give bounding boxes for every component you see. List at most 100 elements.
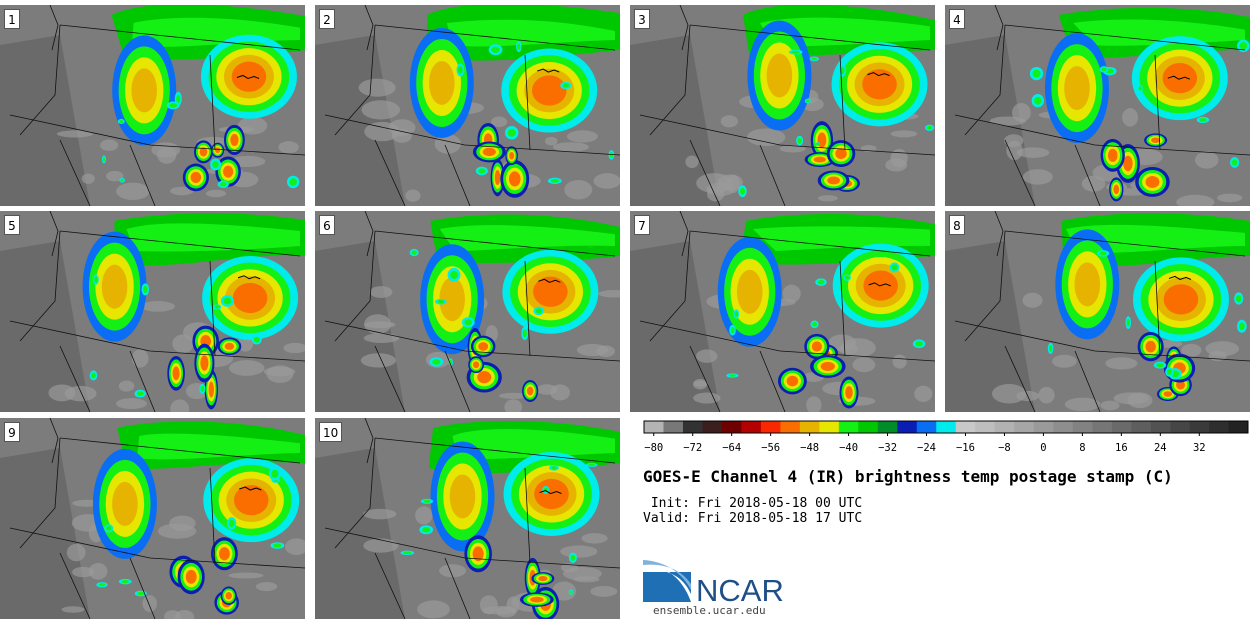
color-bin <box>858 421 879 433</box>
color-bin <box>897 421 918 433</box>
panel-number: 5 <box>4 215 20 235</box>
panel-number: 3 <box>634 9 650 29</box>
panel-number: 1 <box>4 9 20 29</box>
color-bin <box>955 421 976 433</box>
color-bin <box>877 421 898 433</box>
color-bin <box>975 421 996 433</box>
color-bin <box>1170 421 1190 433</box>
color-bin <box>799 421 820 433</box>
color-bin <box>1053 421 1073 433</box>
satellite-map <box>0 211 305 412</box>
satellite-map <box>315 418 620 619</box>
color-bin <box>721 421 742 433</box>
ncar-logo: NCAR <box>643 560 784 606</box>
satellite-map <box>945 5 1250 206</box>
panel-number: 2 <box>319 9 335 29</box>
map-panel-5: 5 <box>0 211 305 412</box>
color-bin <box>760 421 781 433</box>
init-time: Init: Fri 2018-05-18 00 UTC <box>643 496 863 511</box>
color-bin <box>1072 421 1093 433</box>
color-bar-legend: −80 −72 −64 −56 −48 −40 −32 −24 −16 −8 0 8 16 24 32 <box>643 420 1249 454</box>
tick-label: 32 <box>1193 442 1206 454</box>
tick-label: −64 <box>722 442 741 454</box>
satellite-map <box>0 418 305 619</box>
panel-number: 7 <box>634 215 650 235</box>
map-panel-10: 10 <box>315 418 620 619</box>
color-bin <box>1033 421 1054 433</box>
state-boundaries <box>324 230 620 412</box>
color-bin <box>1092 421 1112 433</box>
color-bin <box>1189 421 1210 433</box>
satellite-map <box>630 211 935 412</box>
color-bin <box>819 421 840 433</box>
map-panel-4: 4 <box>945 5 1250 206</box>
cloud-field <box>92 421 305 615</box>
tick-label: 8 <box>1079 442 1085 454</box>
color-bin <box>741 421 762 433</box>
color-bin <box>994 421 1015 433</box>
state-boundaries <box>9 24 305 206</box>
tick-label: 16 <box>1115 442 1128 454</box>
tick-label: −24 <box>917 442 936 454</box>
state-boundaries <box>954 24 1250 206</box>
satellite-map <box>630 5 935 206</box>
cloud-field <box>400 420 620 619</box>
website-url: ensemble.ucar.edu <box>653 604 766 617</box>
cloud-field <box>82 213 305 410</box>
color-bin <box>838 421 859 433</box>
state-boundaries <box>954 230 1250 412</box>
map-panel-6: 6 <box>315 211 620 412</box>
tick-label: −32 <box>878 442 897 454</box>
tick-label: −16 <box>956 442 975 454</box>
color-bin <box>644 421 664 433</box>
map-panel-1: 1 <box>0 5 305 206</box>
map-panel-8: 8 <box>945 211 1250 412</box>
cloud-field <box>409 214 620 402</box>
color-bin <box>682 421 703 433</box>
ncar-wordmark: NCAR <box>696 573 784 606</box>
color-bar-frame <box>643 420 1249 434</box>
map-panel-7: 7 <box>630 211 935 412</box>
satellite-map <box>0 5 305 206</box>
panel-number: 9 <box>4 422 20 442</box>
state-boundaries <box>324 24 620 206</box>
tick-label: −80 <box>644 442 663 454</box>
panel-number: 6 <box>319 215 335 235</box>
tick-label: −56 <box>761 442 780 454</box>
tick-label: −40 <box>839 442 858 454</box>
map-panel-2: 2 <box>315 5 620 206</box>
color-bin <box>780 421 801 433</box>
cloud-field <box>1029 7 1250 202</box>
state-boundaries <box>324 437 620 619</box>
valid-time: Valid: Fri 2018-05-18 17 UTC <box>643 511 863 526</box>
state-boundaries <box>9 230 305 412</box>
color-bin <box>1014 421 1034 433</box>
color-bin <box>1131 421 1151 433</box>
satellite-map <box>315 211 620 412</box>
map-panel-9: 9 <box>0 418 305 619</box>
ncar-swoosh-icon <box>643 560 691 602</box>
color-bin <box>936 421 957 433</box>
map-panel-3: 3 <box>630 5 935 206</box>
state-boundaries <box>639 24 935 206</box>
color-bin <box>916 421 937 433</box>
figure-title: GOES-E Channel 4 (IR) brightness temp po… <box>643 467 1173 486</box>
cloud-field <box>1047 213 1250 402</box>
tick-label: 0 <box>1040 442 1046 454</box>
state-boundaries <box>639 230 935 412</box>
tick-label: −8 <box>998 442 1011 454</box>
tick-label: −48 <box>800 442 819 454</box>
state-boundaries <box>9 437 305 619</box>
color-bin <box>663 421 684 433</box>
cloud-field <box>409 5 620 198</box>
color-bin <box>702 421 723 433</box>
color-bin <box>1150 421 1171 433</box>
color-bin <box>1228 421 1249 433</box>
tick-label: −72 <box>683 442 702 454</box>
color-bin <box>1209 421 1229 433</box>
satellite-map <box>315 5 620 206</box>
panel-number: 10 <box>319 422 343 442</box>
tick-label: 24 <box>1154 442 1167 454</box>
panel-number: 4 <box>949 9 965 29</box>
panel-number: 8 <box>949 215 965 235</box>
